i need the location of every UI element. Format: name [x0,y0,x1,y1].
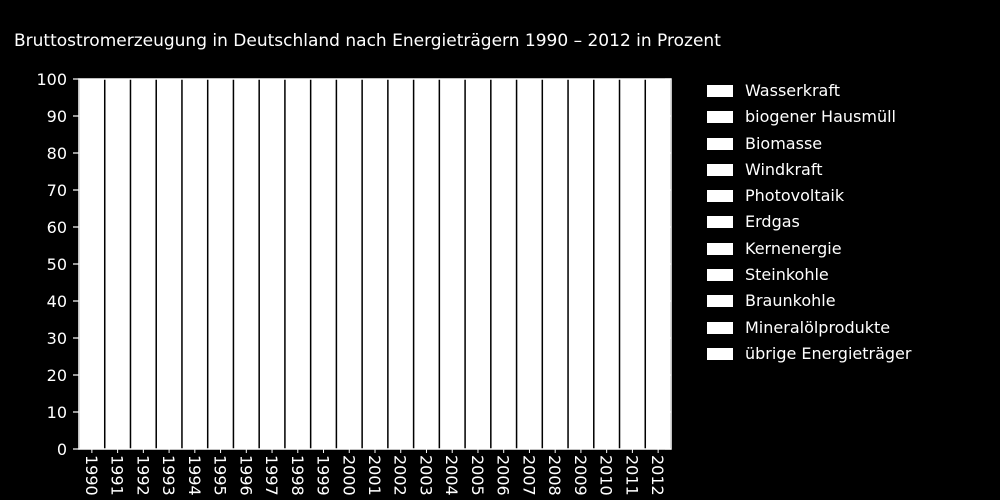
x-tick-label-2004: 2004 [442,455,461,496]
x-tick-label-1990: 1990 [82,455,101,496]
legend-swatch [707,216,733,229]
bar-2002 [387,78,414,450]
x-tick-label-1999: 1999 [314,455,333,496]
legend-swatch [707,85,733,97]
x-tick-label-2007: 2007 [519,455,538,496]
y-tick-label: 20 [47,366,67,385]
bar-1998 [284,78,311,450]
x-tick-label-2002: 2002 [391,455,410,496]
legend-label: Mineralölprodukte [745,317,891,337]
bar-2008 [542,78,569,450]
legend-swatch [707,137,733,150]
bars-group [78,78,672,450]
legend-label: biogener Hausmüll [745,107,896,127]
x-tick-label-2008: 2008 [545,455,564,496]
x-tick-label-2001: 2001 [365,455,384,496]
x-tick-label-2012: 2012 [648,455,667,496]
bar-1997 [258,78,286,450]
x-tick-label-1997: 1997 [262,455,281,496]
x-tick-label-1991: 1991 [108,455,127,496]
y-tick-label: 10 [47,403,67,422]
bar-1993 [155,78,183,450]
x-tick-label-2000: 2000 [339,455,358,496]
bar-1996 [233,78,260,450]
bar-2006 [490,78,517,450]
x-tick-label-2011: 2011 [622,455,641,496]
bar-1994 [181,78,208,450]
bar-2004 [439,78,466,450]
y-tick-label: 50 [47,255,67,274]
x-tick-label-1992: 1992 [133,455,152,496]
bar-1991 [104,78,131,450]
bar-2000 [336,78,363,450]
bar-2010 [593,78,620,450]
x-tick-label-1993: 1993 [159,455,178,496]
x-tick-label-1995: 1995 [211,455,230,496]
legend-label: Wasserkraft [745,81,840,100]
legend-label: Erdgas [745,212,800,232]
x-tick-label-1998: 1998 [288,455,307,496]
legend-label: Braunkohle [745,291,836,311]
x-axis: 1990 1991 1992 1993 1994 1995 1996 1997 1998 1999… [82,449,667,496]
y-tick-label: 40 [47,292,67,311]
bar-2003 [413,78,440,450]
legend-swatch [707,190,733,203]
x-tick-label-2006: 2006 [494,455,513,496]
bar-2007 [516,78,543,450]
y-tick-label: 80 [47,144,67,163]
bar-1999 [310,78,337,450]
bar-1990 [78,78,105,450]
legend-label: Photovoltaik [745,186,845,206]
legend-swatch [707,295,733,308]
legend-label: Windkraft [745,159,823,179]
legend-label: Steinkohle [745,265,829,285]
chart-title: Bruttostromerzeugung in Deutschland nach… [14,31,721,51]
y-tick-label: 100 [36,70,67,89]
y-tick-label: 30 [47,329,67,348]
x-tick-label-2010: 2010 [597,455,616,496]
x-tick-label-2005: 2005 [468,455,487,496]
bar-2009 [567,78,595,450]
y-tick-label: 70 [47,181,67,200]
y-tick-label: 0 [57,440,67,459]
y-axis: 0 10 20 30 40 50 60 70 80 90 100 [36,70,671,459]
legend-swatch [707,242,733,255]
legend-label: übrige Energieträger [745,343,912,363]
legend-swatch [707,111,733,124]
y-tick-label: 60 [47,218,67,237]
legend-swatch [707,163,733,176]
legend-swatch [707,269,733,282]
legend-label: Kernenergie [745,238,842,258]
legend-swatch [707,347,733,360]
bar-2011 [619,78,646,450]
x-tick-label-1994: 1994 [185,455,204,496]
bar-2001 [361,78,389,450]
bar-1995 [207,78,234,450]
bar-1992 [130,78,157,450]
x-tick-label-2003: 2003 [416,455,435,496]
y-tick-label: 90 [47,107,67,126]
legend-swatch [707,321,733,334]
x-tick-label-1996: 1996 [236,455,255,496]
bar-2005 [464,78,492,450]
x-tick-label-2009: 2009 [571,455,590,496]
legend-label: Biomasse [745,133,823,153]
